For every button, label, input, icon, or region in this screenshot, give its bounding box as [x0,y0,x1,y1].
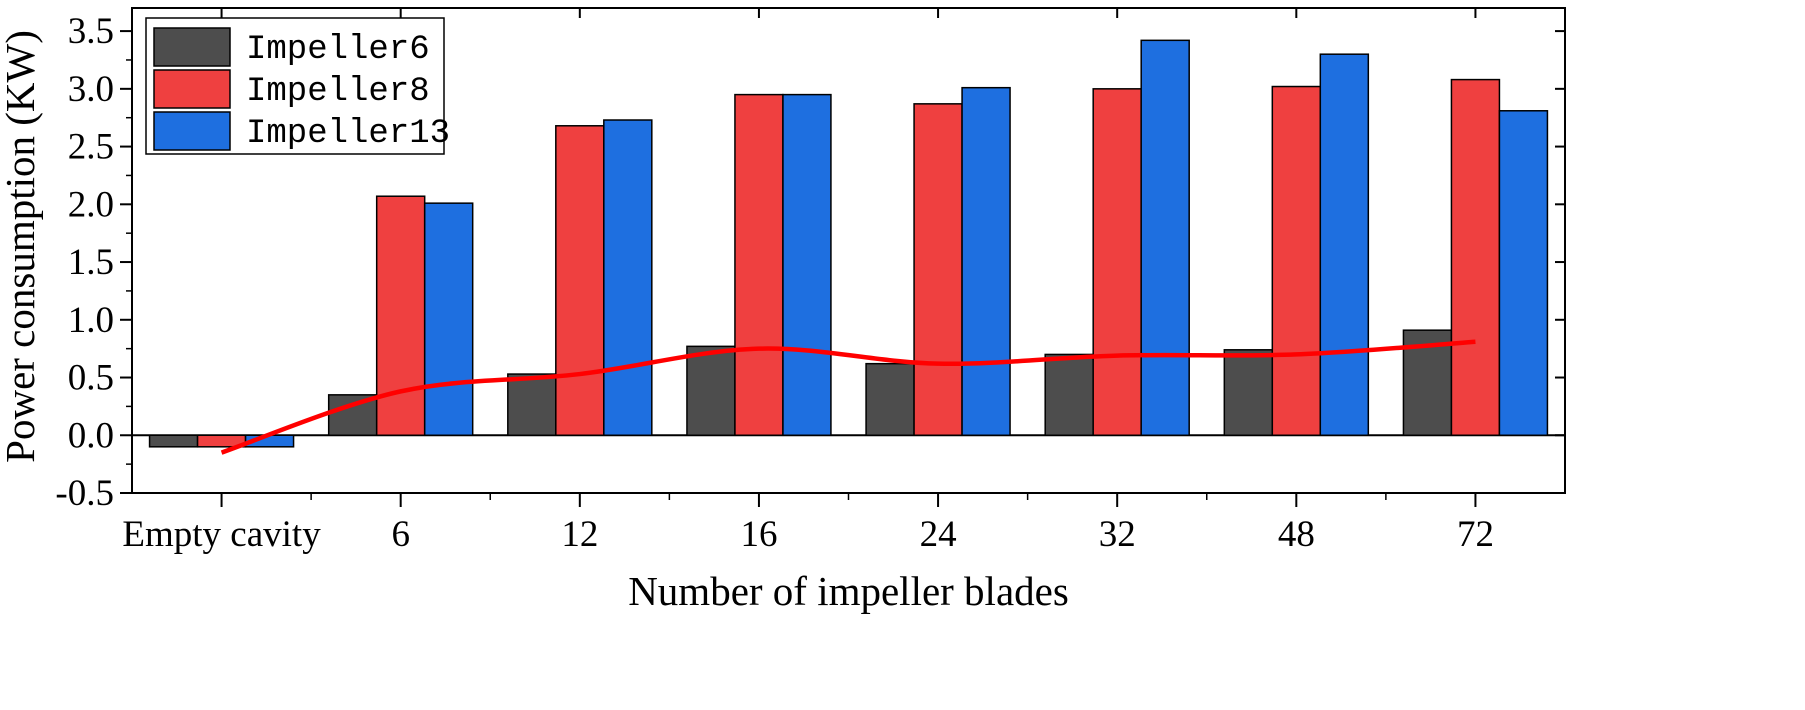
legend-label-impeller13: Impeller13 [246,115,450,153]
bar-impeller6-5 [1044,353,1094,437]
bar-impeller13-2 [603,119,653,437]
legend-swatch-impeller13 [153,111,231,151]
bar-impeller8-3 [734,93,784,437]
x-tick-label: 48 [1278,514,1315,555]
bar-impeller13-7 [1498,110,1549,437]
bar-impeller6-4 [865,362,915,437]
x-tick-label: 12 [561,514,598,555]
x-tick-label: 6 [391,514,410,555]
bar-impeller13-3 [782,93,832,437]
bar-impeller8-5 [1092,88,1142,437]
y-tick-label: 2.0 [68,184,114,225]
trend-line [220,339,1476,455]
legend-swatch-impeller6 [153,27,231,67]
x-axis-title: Number of impeller blades [628,568,1069,614]
y-tick-label: 3.5 [68,11,114,52]
bar-impeller8-2 [555,125,605,437]
bar-impeller6-2 [507,373,557,437]
legend-swatch-impeller8 [153,69,231,109]
y-tick-label: 0.0 [68,415,114,456]
bar-impeller8-7 [1450,78,1501,437]
bar-impeller8-4 [913,103,963,437]
bar-impeller13-4 [961,86,1011,437]
bar-impeller6-6 [1223,349,1274,437]
y-tick-label: -0.5 [55,473,114,514]
bar-impeller6-0 [148,434,199,448]
legend-label-impeller6: Impeller6 [246,31,430,69]
y-tick-label: 3.0 [68,69,114,110]
x-tick-label: 32 [1099,514,1136,555]
y-tick-label: 1.0 [68,300,114,341]
y-axis-title: Power consumption (KW) [0,30,43,463]
bar-impeller13-1 [423,202,474,437]
bar-impeller8-6 [1271,85,1322,437]
bar-impeller6-3 [686,345,736,437]
bar-impeller13-5 [1140,39,1190,437]
x-tick-label: 72 [1457,514,1494,555]
legend-label-impeller8: Impeller8 [246,73,430,111]
bar-impeller13-6 [1319,53,1370,437]
y-tick-label: 2.5 [68,127,114,168]
x-tick-label: 24 [920,514,957,555]
bar-impeller8-1 [375,195,426,437]
y-tick-label: 1.5 [68,242,114,283]
x-tick-label: 16 [740,514,777,555]
x-tick-label: Empty cavity [122,514,321,555]
y-tick-label: 0.5 [68,358,114,399]
